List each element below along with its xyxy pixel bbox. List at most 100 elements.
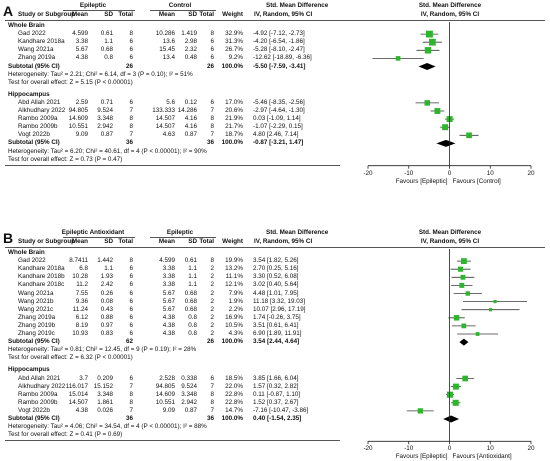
ctl-mean: 14.507	[155, 115, 175, 123]
study-name: Alkhudhary 2022	[18, 107, 66, 114]
exp-total: 7	[129, 406, 133, 414]
x-tick-label: 10	[486, 445, 494, 453]
study-name: Vogt 2022b	[18, 131, 50, 139]
ctl-sd: 14.286	[177, 107, 197, 114]
ctl-sd: 1.1	[188, 265, 197, 273]
study-effect-ci: -7.16 [-10.47, -3.86]	[253, 406, 309, 414]
study-weight: 9.2%	[228, 54, 243, 62]
x-tick-label: -20	[363, 169, 373, 177]
study-effect-ci: -2.97 [-4.64, -1.30]	[253, 107, 305, 114]
exp-total: 6	[129, 330, 133, 337]
exp-total: 6	[129, 98, 133, 106]
exp-mean: 10.93	[72, 330, 88, 337]
ctl-total: 6	[210, 54, 214, 62]
study-weight: 4.3%	[228, 330, 243, 337]
exp-total: 6	[129, 313, 133, 321]
exp-mean: 94.805	[68, 107, 88, 114]
study-effect-ci: -4.20 [-6.54, -1.86]	[253, 38, 305, 46]
column-header: SD	[188, 11, 197, 18]
effect-square	[434, 108, 441, 114]
exp-sd: 0.97	[100, 321, 113, 329]
effect-square	[466, 132, 472, 139]
ctl-sd: 1.1	[188, 281, 197, 289]
ctl-sd: 0.61	[184, 257, 197, 265]
exp-mean: 8.7411	[69, 257, 88, 265]
exp-mean: 14.609	[68, 115, 88, 123]
subtotal-exp-total: 36	[125, 415, 133, 422]
effect-square	[452, 399, 459, 406]
ctl-mean: 4.63	[162, 131, 175, 139]
study-name: Abd Allah 2021	[18, 374, 61, 382]
exp-total: 7	[129, 382, 133, 390]
subtotal-exp-total: 26	[125, 62, 133, 70]
ctl-mean: 14.507	[155, 123, 175, 131]
subtotal-weight: 100.0%	[221, 62, 243, 70]
column-header: Mean	[71, 11, 88, 18]
favours-right-label: Favours [Antioxidant]	[452, 453, 512, 461]
column-header: Total	[199, 238, 214, 245]
study-weight: 21.9%	[225, 115, 243, 123]
study-weight: 22.8%	[225, 390, 243, 398]
effect-square	[488, 308, 493, 312]
ctl-mean: 3.38	[162, 265, 175, 273]
exp-sd: 0.83	[100, 330, 113, 337]
exp-sd: 0.87	[100, 131, 113, 139]
ctl-total: 2	[210, 289, 214, 297]
study-name: Wang 2021c	[18, 305, 54, 313]
study-weight: 18.5%	[225, 374, 243, 382]
study-name: Zhang 2019a	[18, 54, 56, 62]
exp-total: 8	[129, 257, 133, 265]
exp-sd: 0.71	[100, 98, 113, 106]
ctl-mean: 10.551	[155, 398, 175, 406]
subtotal-ctl-total: 36	[206, 415, 214, 422]
exp-total: 6	[129, 265, 133, 273]
exp-mean: 8.19	[75, 321, 88, 329]
exp-sd: 0.209	[97, 374, 113, 382]
effect-header: Std. Mean Difference	[266, 229, 329, 236]
study-name: Rambo 2009b	[18, 123, 58, 131]
exp-total: 8	[129, 123, 133, 131]
overall-effect-test: Test for overall effect: Z = 6.32 (P < 0…	[8, 354, 133, 362]
header-underline	[150, 10, 216, 11]
exp-mean: 10.551	[68, 123, 88, 131]
column-header: Mean	[71, 238, 88, 245]
x-tick-label: -20	[363, 445, 373, 453]
exp-total: 7	[129, 107, 133, 114]
study-weight: 19.9%	[225, 257, 243, 265]
study-effect-ci: 1.74 [-0.26, 3.75]	[253, 313, 301, 321]
ctl-mean: 5.67	[162, 305, 175, 313]
study-name: Kandhare 2018c	[18, 281, 65, 289]
subtotal-weight: 100.0%	[221, 338, 243, 346]
x-tick-label: -10	[404, 445, 414, 453]
exp-sd: 0.61	[100, 30, 113, 38]
effect-square	[452, 383, 459, 390]
favours-left-label: Favours [Epileptic]	[395, 177, 448, 185]
study-weight: 20.6%	[225, 107, 243, 114]
effect-square	[429, 38, 436, 46]
effect-square	[453, 315, 460, 321]
exp-mean: 4.38	[75, 406, 88, 414]
x-tick-label: 0	[447, 445, 452, 453]
subtotal-diamond	[418, 63, 436, 70]
exp-mean: 6.12	[75, 313, 88, 321]
ctl-mean: 5.67	[162, 289, 175, 297]
study-effect-ci: 0.11 [-0.87, 1.10]	[253, 390, 301, 398]
ctl-total: 2	[210, 330, 214, 337]
exp-mean: 4.38	[75, 54, 88, 62]
ctl-mean: 94.805	[155, 382, 175, 390]
column-header: Study or Subgroup	[18, 11, 76, 18]
effect-square	[465, 291, 470, 296]
ctl-mean: 13.4	[162, 54, 175, 62]
x-tick-label: 0	[447, 169, 452, 177]
exp-sd: 0.88	[100, 313, 113, 321]
ctl-total: 8	[210, 390, 214, 398]
ctl-sd: 0.68	[184, 289, 197, 297]
ctl-mean: 15.45	[159, 46, 175, 54]
ctl-total: 6	[210, 38, 214, 46]
ctl-mean: 10.286	[155, 30, 175, 38]
effect-square	[459, 282, 465, 288]
plot-effect-header: Std. Mean Difference	[418, 229, 482, 236]
study-weight: 12.1%	[225, 281, 243, 289]
exp-total: 7	[129, 131, 133, 139]
exp-mean: 5.67	[75, 46, 88, 54]
